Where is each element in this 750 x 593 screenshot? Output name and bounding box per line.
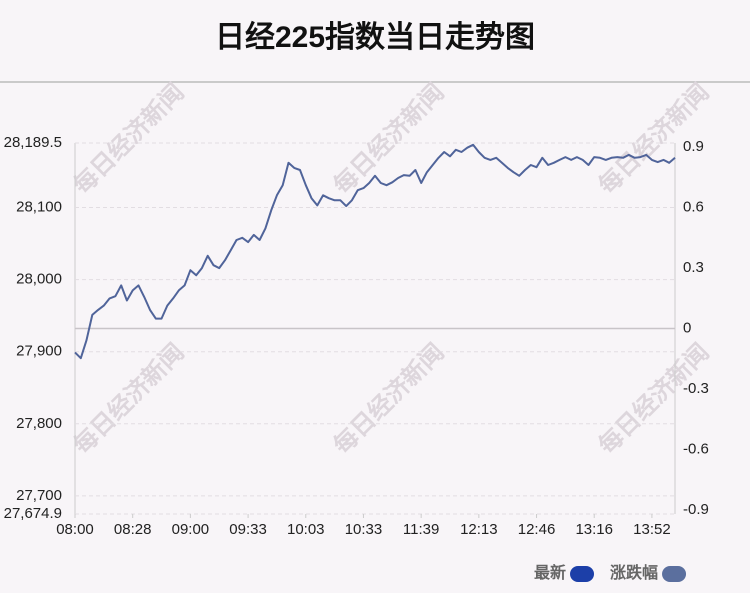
legend-swatch bbox=[662, 566, 687, 582]
y2-tick-label: 0.6 bbox=[683, 198, 704, 215]
x-tick-label: 12:46 bbox=[518, 521, 556, 538]
x-tick-label: 13:16 bbox=[575, 521, 613, 538]
legend-label: 涨跌幅 bbox=[610, 563, 658, 582]
x-tick-label: 08:00 bbox=[56, 521, 94, 538]
x-tick-label: 12:13 bbox=[460, 521, 498, 538]
y2-tick-label: 0.3 bbox=[683, 259, 704, 276]
x-tick-label: 09:33 bbox=[229, 521, 267, 538]
x-tick-label: 10:03 bbox=[287, 521, 325, 538]
y-tick-label: 27,700 bbox=[16, 487, 62, 504]
x-tick-label: 11:39 bbox=[403, 521, 439, 538]
y2-tick-label: -0.3 bbox=[683, 380, 709, 397]
y-tick-label: 28,100 bbox=[16, 198, 62, 215]
y2-tick-label: -0.9 bbox=[683, 501, 709, 518]
y2-tick-label: 0.9 bbox=[683, 138, 704, 155]
x-tick-label: 13:52 bbox=[633, 521, 671, 538]
x-tick-label: 08:28 bbox=[114, 521, 152, 538]
y-tick-label: 28,189.5 bbox=[4, 134, 62, 151]
price-line bbox=[74, 143, 676, 360]
x-tick-label: 10:33 bbox=[345, 521, 383, 538]
y-tick-label: 27,900 bbox=[16, 343, 62, 360]
y-tick-label: 27,800 bbox=[16, 415, 62, 432]
chart-title: 日经225指数当日走势图 bbox=[215, 20, 535, 54]
legend-swatch bbox=[570, 566, 595, 582]
y2-tick-label: 0 bbox=[683, 319, 691, 336]
x-tick-label: 09:00 bbox=[172, 521, 210, 538]
y-tick-label: 28,000 bbox=[16, 271, 62, 288]
y-tick-label: 27,674.9 bbox=[4, 505, 62, 522]
y2-tick-label: -0.6 bbox=[683, 440, 709, 457]
legend-label: 最新 bbox=[534, 563, 566, 582]
